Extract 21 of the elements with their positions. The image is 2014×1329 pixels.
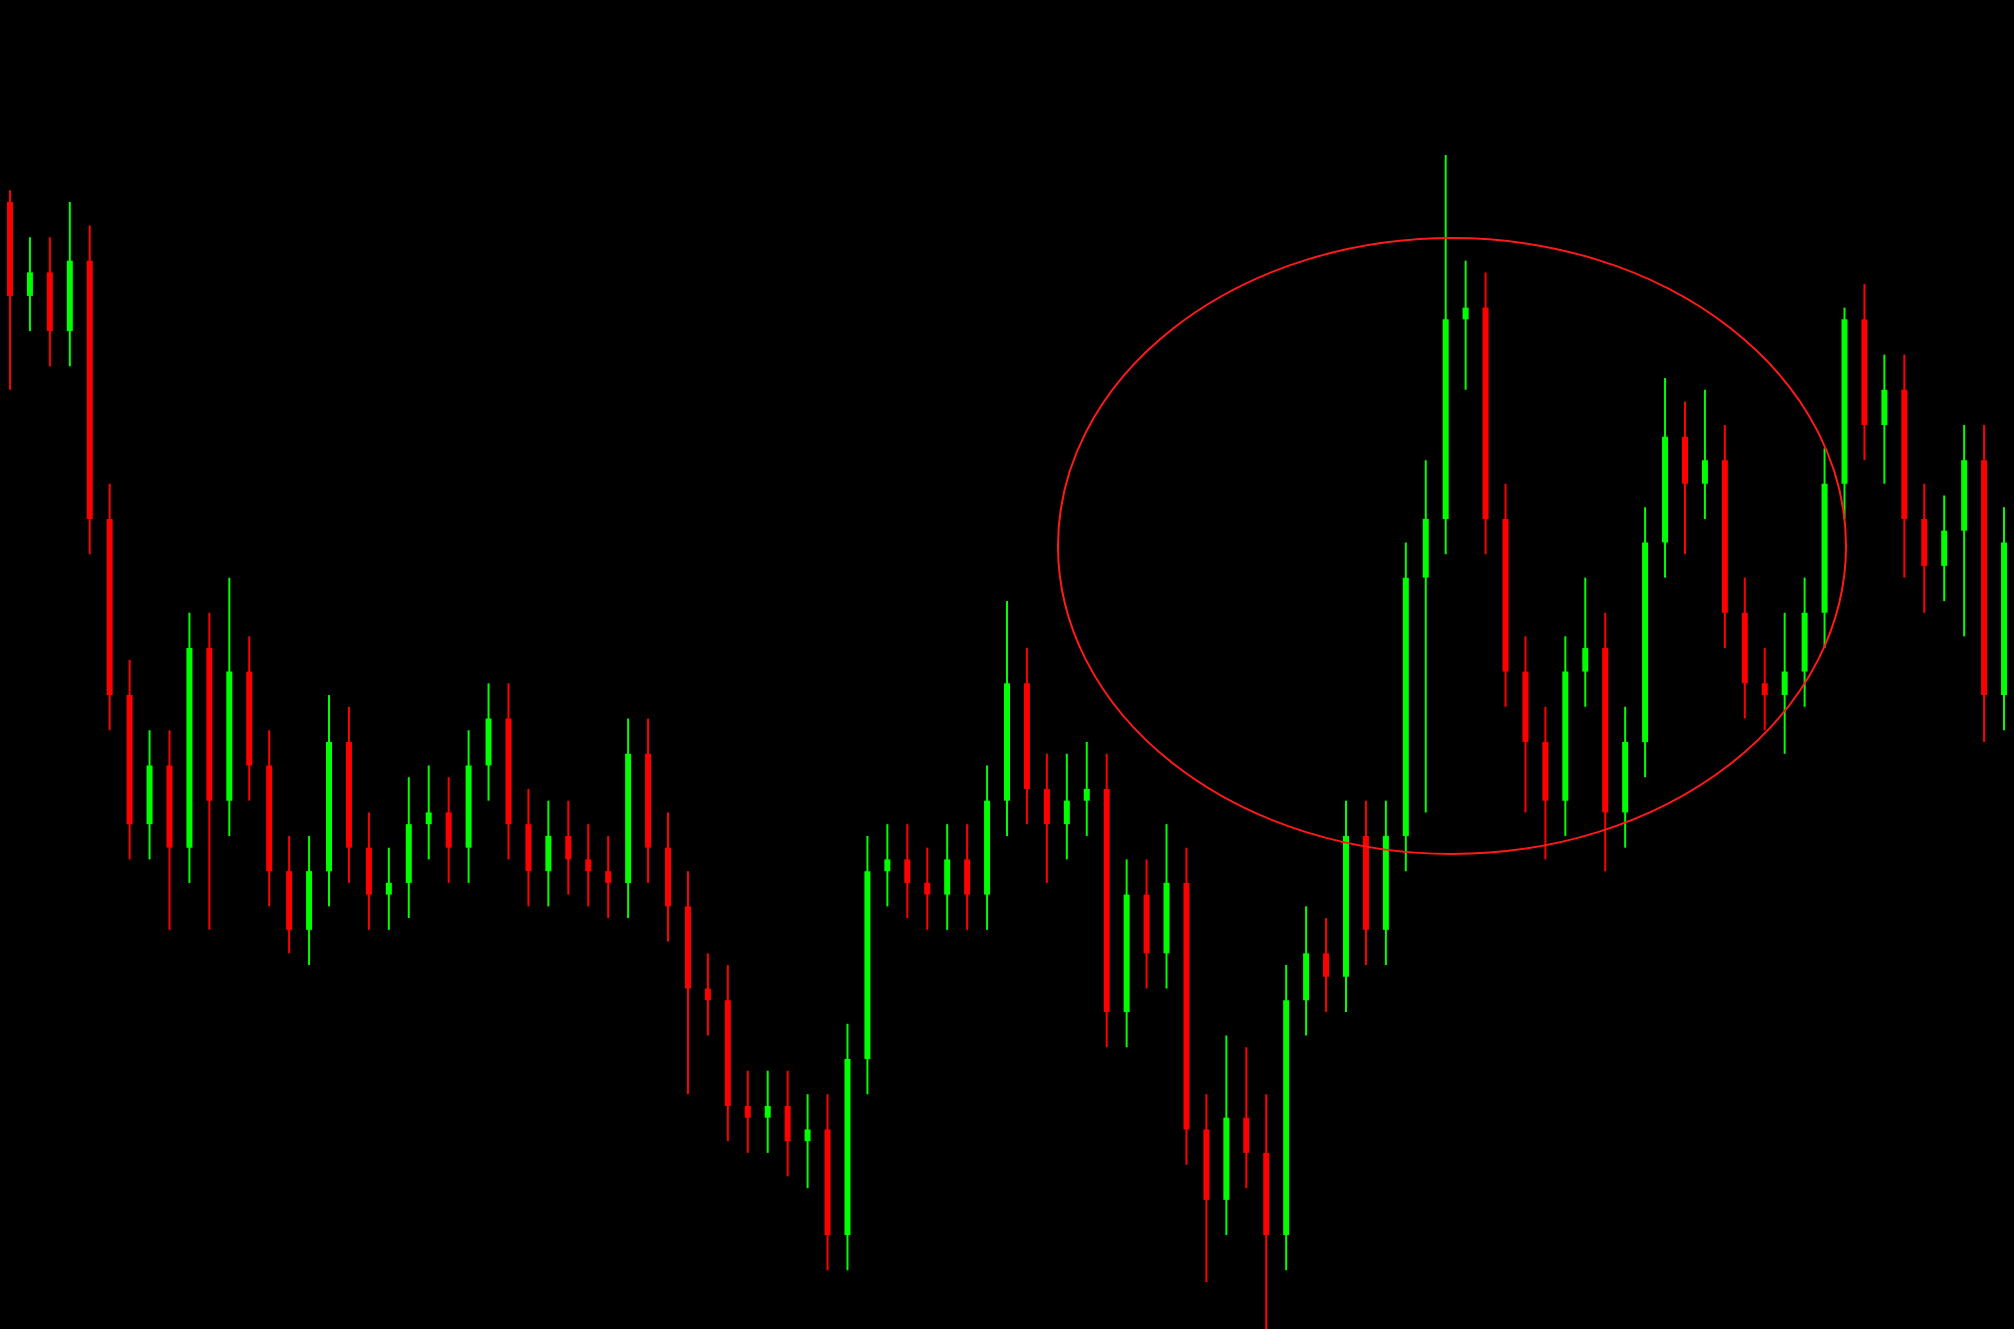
candlestick: [605, 834, 612, 920]
candlestick: [904, 823, 911, 920]
candlestick: [884, 823, 891, 908]
candlestick: [1083, 741, 1090, 837]
candlestick: [764, 1069, 771, 1154]
candlestick: [1063, 752, 1070, 861]
candlestick: [1582, 576, 1589, 708]
candlestick: [26, 236, 33, 333]
candlestick: [565, 799, 572, 896]
candlestick: [1701, 388, 1708, 520]
candlestick: [924, 846, 931, 931]
candlestick: [744, 1069, 751, 1154]
candlestick: [704, 952, 711, 1037]
candlestick: [425, 764, 432, 861]
candlestick: [1761, 647, 1768, 732]
candlestick: [585, 823, 592, 908]
candlestick: [385, 846, 392, 931]
candlestick: [1462, 259, 1469, 391]
candlestick: [1781, 611, 1788, 755]
candlestick: [1323, 917, 1330, 1014]
candlestick: [804, 1093, 811, 1190]
